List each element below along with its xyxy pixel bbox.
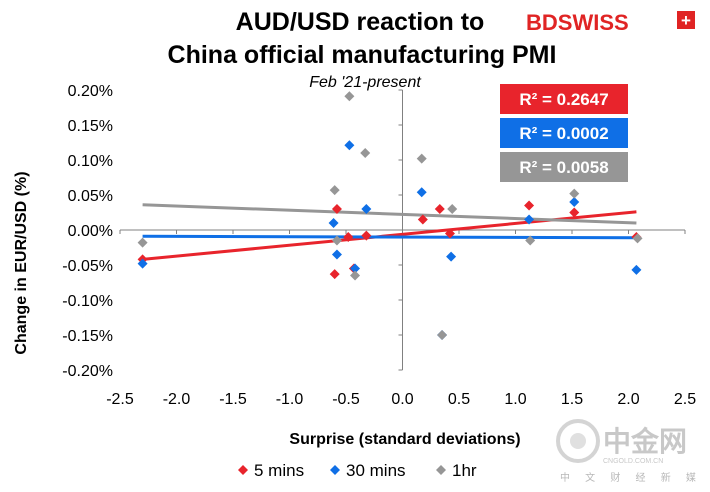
y-tick-label: -0.15% — [62, 328, 113, 345]
y-tick-label: -0.05% — [62, 258, 113, 275]
x-tick-label: -1.0 — [276, 391, 304, 408]
chart-title-line1: AUD/USD reaction to — [236, 8, 485, 36]
x-tick-label: -2.5 — [106, 391, 134, 408]
data-point-series2 — [632, 233, 643, 244]
legend-label-2: 1hr — [452, 461, 477, 480]
data-point-series2 — [137, 237, 148, 248]
data-point-series0 — [434, 204, 445, 214]
data-points — [137, 91, 643, 340]
data-point-series0 — [343, 232, 354, 242]
legend-marker-2 — [436, 465, 446, 475]
brand-plus-box — [677, 11, 695, 29]
legend-marker-0 — [238, 465, 248, 475]
data-point-series1 — [328, 218, 339, 228]
cngold-watermark: 中金网 CNGOLD.COM.CN 中 文 财 经 新 媒 体 — [556, 419, 710, 484]
data-point-series2 — [331, 235, 342, 246]
chart-subtitle: Feb '21-present — [309, 74, 421, 91]
data-point-series2 — [329, 185, 340, 196]
y-tick-label: -0.10% — [62, 293, 113, 310]
y-tick-label: 0.10% — [68, 153, 113, 170]
cngold-logo-icon — [556, 419, 600, 463]
r2-labels: R² = 0.2647 R² = 0.0002 R² = 0.0058 — [500, 84, 628, 182]
data-point-series1 — [331, 249, 342, 260]
data-point-series0 — [331, 204, 342, 214]
brand-name: BDSWISS — [526, 10, 629, 35]
data-point-series2 — [437, 330, 448, 340]
data-point-series2 — [416, 153, 427, 164]
data-point-series2 — [360, 148, 371, 158]
legend-marker-1 — [330, 465, 340, 475]
data-point-series0 — [361, 230, 372, 241]
y-tick-label: 0.00% — [68, 223, 113, 240]
trendlines — [142, 203, 637, 261]
x-tick-label: -2.0 — [163, 391, 191, 408]
bdswiss-logo: BDSWISS + — [526, 10, 695, 35]
trendline-2 — [142, 203, 637, 225]
legend: 5 mins 30 mins 1hr — [238, 461, 477, 480]
x-tick-label: 1.0 — [504, 391, 526, 408]
x-tick-label: 0.5 — [448, 391, 470, 408]
y-tick-label: 0.15% — [68, 118, 113, 135]
data-point-series1 — [361, 204, 372, 214]
data-point-series1 — [416, 187, 427, 198]
chart-title-line2: China official manufacturing PMI — [168, 41, 557, 69]
r2-label-2: R² = 0.0058 — [519, 158, 608, 177]
r2-label-1: R² = 0.0002 — [519, 124, 608, 143]
y-tick-label: 0.05% — [68, 188, 113, 205]
x-tick-label: 2.5 — [674, 391, 696, 408]
brand-plus-icon: + — [681, 11, 691, 30]
x-tick-label: -0.5 — [332, 391, 360, 408]
data-point-series0 — [444, 228, 455, 239]
data-point-series2 — [525, 235, 536, 246]
data-point-series1 — [350, 263, 361, 274]
data-point-series0 — [524, 200, 535, 211]
x-axis-label: Surprise (standard deviations) — [289, 431, 520, 448]
r2-box-2 — [500, 152, 628, 182]
x-tick-label: 1.5 — [561, 391, 583, 408]
data-point-series1 — [524, 214, 535, 225]
trendline-1 — [142, 234, 637, 240]
legend-label-1: 30 mins — [346, 461, 406, 480]
plot-axes: -2.5 -2.0 -1.5 -1.0 -0.5 0.0 0.5 1.0 1.5 2.0 2.5 0.… — [62, 83, 696, 408]
data-point-series0 — [569, 207, 580, 218]
data-point-series0 — [417, 214, 428, 225]
y-tick-label: -0.20% — [62, 363, 113, 380]
x-tick-label: -1.5 — [219, 391, 247, 408]
data-point-series1 — [137, 258, 148, 269]
watermark-cn-name: 中金网 — [603, 425, 687, 458]
data-point-series1 — [344, 140, 355, 151]
data-point-series2 — [350, 270, 361, 281]
r2-box-0 — [500, 84, 628, 114]
watermark-slogan: 中 文 财 经 新 媒 体 — [560, 471, 710, 484]
x-tick-label: 2.0 — [617, 391, 639, 408]
r2-label-0: R² = 0.2647 — [519, 90, 608, 109]
data-point-series1 — [446, 251, 457, 262]
cngold-logo-core — [570, 433, 586, 449]
data-point-series0 — [329, 269, 340, 280]
data-point-series2 — [344, 91, 355, 102]
y-tick-label: 0.20% — [68, 83, 113, 100]
watermark-domain: CNGOLD.COM.CN — [603, 458, 663, 465]
data-point-series2 — [569, 188, 580, 199]
data-point-series1 — [631, 264, 642, 275]
legend-label-0: 5 mins — [254, 461, 304, 480]
r2-box-1 — [500, 118, 628, 148]
y-axis-label: Change in EUR/USD (%) — [13, 171, 30, 354]
x-tick-label: 0.0 — [391, 391, 413, 408]
data-point-series2 — [447, 204, 458, 214]
data-point-series1 — [569, 197, 580, 207]
